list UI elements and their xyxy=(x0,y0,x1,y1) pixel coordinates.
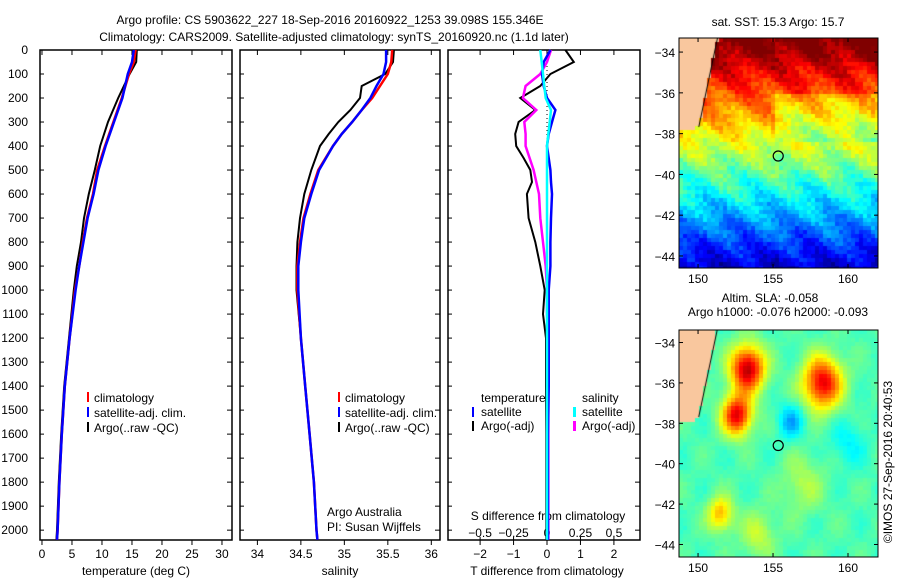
x-tick-label: 0 xyxy=(39,547,46,561)
depth-tick-label: 2000 xyxy=(1,523,28,537)
x-axis-label-tdiff: T difference from climatology xyxy=(470,564,624,578)
plot-frame-salinity xyxy=(239,49,441,541)
plot-frame-temperature xyxy=(39,49,233,541)
legend-swatch-satellite xyxy=(338,407,340,417)
annotation-argo-australia: Argo Australia xyxy=(327,505,402,519)
x-axis-label-temperature: temperature (deg C) xyxy=(82,564,190,578)
sst-map-image xyxy=(679,38,878,268)
depth-tick-label: 1600 xyxy=(1,427,28,441)
sst-map-title: sat. SST: 15.3 Argo: 15.7 xyxy=(712,15,845,29)
temperature-legend: climatology satellite-adj. clim. Argo(..… xyxy=(87,391,186,435)
plot-frame-difference xyxy=(447,49,641,541)
x-tick-label: 15 xyxy=(125,547,139,561)
legend-swatch-climatology xyxy=(338,392,340,402)
x-tick-label: 30 xyxy=(215,547,229,561)
x-tick-label: 25 xyxy=(185,547,199,561)
depth-tick-label: 300 xyxy=(8,115,28,129)
legend-label: climatology xyxy=(345,391,405,405)
depth-tick-label: 1000 xyxy=(1,283,28,297)
annotation-pi: PI: Susan Wijffels xyxy=(327,520,421,534)
legend-label: Argo(..raw -QC) xyxy=(94,421,179,435)
s-tick-label: 0.25 xyxy=(569,526,593,540)
x-tick-label: 1 xyxy=(577,547,584,561)
depth-tick-label: 0 xyxy=(21,43,28,57)
series-line-argo-raw-qc- xyxy=(55,49,138,540)
depth-tick-label: 1800 xyxy=(1,475,28,489)
depth-tick-label: 1700 xyxy=(1,451,28,465)
x-tick-label: 2 xyxy=(611,547,618,561)
x-tick-label: −1 xyxy=(507,547,521,561)
legend-label: Argo(..raw -QC) xyxy=(345,421,430,435)
legend-label: climatology xyxy=(94,391,154,405)
depth-tick-label: 1300 xyxy=(1,355,28,369)
depth-tick-label: 400 xyxy=(8,139,28,153)
legend-header-temperature: temperature xyxy=(481,391,546,405)
x-tick-label: 35.5 xyxy=(376,547,400,561)
depth-tick-label: 900 xyxy=(8,259,28,273)
series-line-satellite-adj-clim- xyxy=(55,49,136,540)
legend-header-salinity: salinity xyxy=(582,391,619,405)
depth-tick-label: 1400 xyxy=(1,379,28,393)
legend-swatch-t-satellite xyxy=(472,407,474,417)
legend-label: satellite-adj. clim. xyxy=(94,406,186,420)
x-tick-label: −2 xyxy=(473,547,487,561)
depth-tick-label: 200 xyxy=(8,91,28,105)
salinity-legend: climatology satellite-adj. clim. Argo(..… xyxy=(327,391,437,534)
x-axis-label-salinity: salinity xyxy=(322,564,359,578)
legend-swatch-argo xyxy=(87,422,89,432)
x-tick-label: 34 xyxy=(251,547,265,561)
x-tick-label: 35 xyxy=(338,547,352,561)
x-tick-label: 20 xyxy=(155,547,169,561)
depth-tick-label: 1200 xyxy=(1,331,28,345)
legend-swatch-t-argo xyxy=(472,421,474,431)
depth-tick-label: 100 xyxy=(8,67,28,81)
sla-map-title-line2: Argo h1000: -0.076 h2000: -0.093 xyxy=(688,305,868,319)
depth-tick-label: 600 xyxy=(8,187,28,201)
legend-swatch-s-argo xyxy=(573,421,576,431)
s-tick-label: −0.25 xyxy=(498,526,529,540)
legend-label: satellite-adj. clim. xyxy=(345,406,437,420)
x-tick-label: 34.5 xyxy=(289,547,313,561)
depth-tick-label: 500 xyxy=(8,163,28,177)
x-tick-label: 0 xyxy=(544,547,551,561)
sla-map-image xyxy=(679,330,878,557)
legend-swatch-climatology xyxy=(87,392,89,402)
depth-tick-label: 1500 xyxy=(1,403,28,417)
depth-tick-label: 700 xyxy=(8,211,28,225)
legend-swatch-satellite xyxy=(87,407,89,417)
depth-tick-label: 1900 xyxy=(1,499,28,513)
figure-title-line2: Climatology: CARS2009. Satellite-adjuste… xyxy=(99,30,569,44)
depth-tick-label: 1100 xyxy=(2,307,28,321)
credit-text: ©IMOS 27-Sep-2016 20:40:53 xyxy=(881,381,895,544)
difference-legend: temperature salinity satellite Argo(-adj… xyxy=(471,391,636,523)
s-tick-label: −0.5 xyxy=(468,526,492,540)
depth-tick-label: 800 xyxy=(8,235,28,249)
legend-label: satellite xyxy=(481,405,522,419)
legend-swatch-argo xyxy=(338,422,340,432)
x-tick-label: 36 xyxy=(425,547,439,561)
legend-label: Argo(-adj) xyxy=(481,419,534,433)
s-tick-label: 0.5 xyxy=(606,526,623,540)
figure-title-line1: Argo profile: CS 5903622_227 18-Sep-2016… xyxy=(116,13,543,27)
x-tick-label: 10 xyxy=(95,547,109,561)
series-line-satellite-adj-clim- xyxy=(297,50,388,540)
series-line-argo-raw-qc- xyxy=(295,49,395,540)
series-line-climatology xyxy=(55,49,137,540)
legend-label: satellite xyxy=(582,405,623,419)
legend-swatch-s-satellite xyxy=(573,407,576,417)
series-line-salinity-satellite xyxy=(539,49,553,540)
legend-label: Argo(-adj) xyxy=(582,419,635,433)
x-tick-label: 5 xyxy=(69,547,76,561)
sla-map-title-line1: Altim. SLA: -0.058 xyxy=(722,291,819,305)
